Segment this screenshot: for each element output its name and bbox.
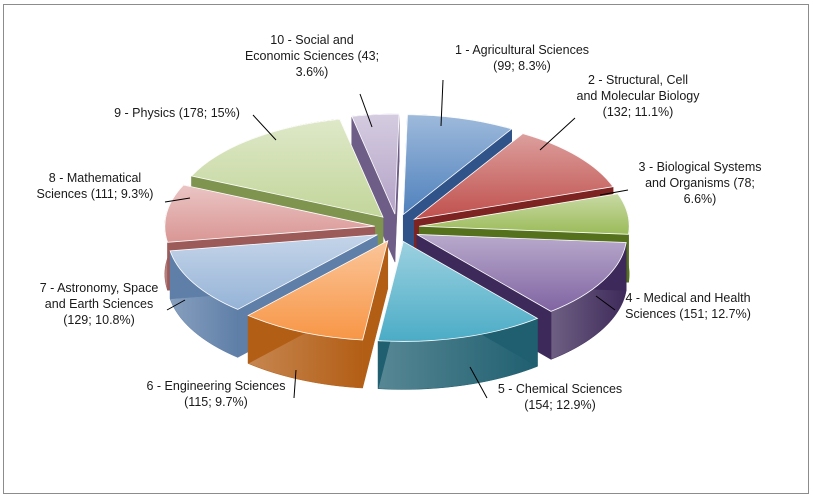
leader-line-7 [166, 299, 186, 311]
data-label-6: 6 - Engineering Sciences (115; 9.7%) [147, 379, 286, 409]
pie-tops [164, 113, 630, 342]
data-label-3: 3 - Biological Systems and Organisms (78;… [639, 160, 762, 206]
slice-1 [402, 114, 513, 216]
slice-5 [377, 240, 539, 342]
leader-line-1 [440, 79, 444, 127]
data-label-7: 7 - Astronomy, Space and Earth Sciences (1… [40, 281, 159, 327]
leader-line-6 [293, 369, 297, 399]
slice-4 [416, 234, 627, 312]
leader-line-4 [595, 295, 616, 311]
slice-7 [169, 234, 378, 310]
slice-6 [247, 239, 389, 341]
leader-line-10 [359, 93, 373, 128]
data-label-4: 4 - Medical and Health Sciences (151; 12.… [625, 291, 751, 321]
data-label-1: 1 - Agricultural Sciences (99; 8.3%) [455, 43, 589, 73]
data-labels: 1 - Agricultural Sciences (99; 8.3%)2 - S… [37, 33, 762, 412]
data-label-5: 5 - Chemical Sciences (154; 12.9%) [498, 382, 622, 412]
slice-10 [351, 113, 400, 215]
data-label-8: 8 - Mathematical Sciences (111; 9.3%) [37, 171, 154, 201]
leader-line-8 [164, 197, 191, 203]
leader-line-9 [252, 114, 277, 141]
data-label-2: 2 - Structural, Cell and Molecular Biolog… [577, 73, 701, 119]
slice-3 [419, 193, 630, 235]
leader-line-3 [599, 189, 629, 196]
leader-line-2 [539, 117, 576, 151]
data-label-10: 10 - Social and Economic Sciences (43; 3.6… [245, 33, 379, 79]
leader-lines [164, 79, 629, 399]
leader-line-5 [469, 366, 488, 399]
slice-9 [190, 118, 384, 218]
data-label-9: 9 - Physics (178; 15%) [114, 106, 240, 120]
slice-8 [164, 184, 375, 243]
slice-2 [412, 133, 614, 220]
